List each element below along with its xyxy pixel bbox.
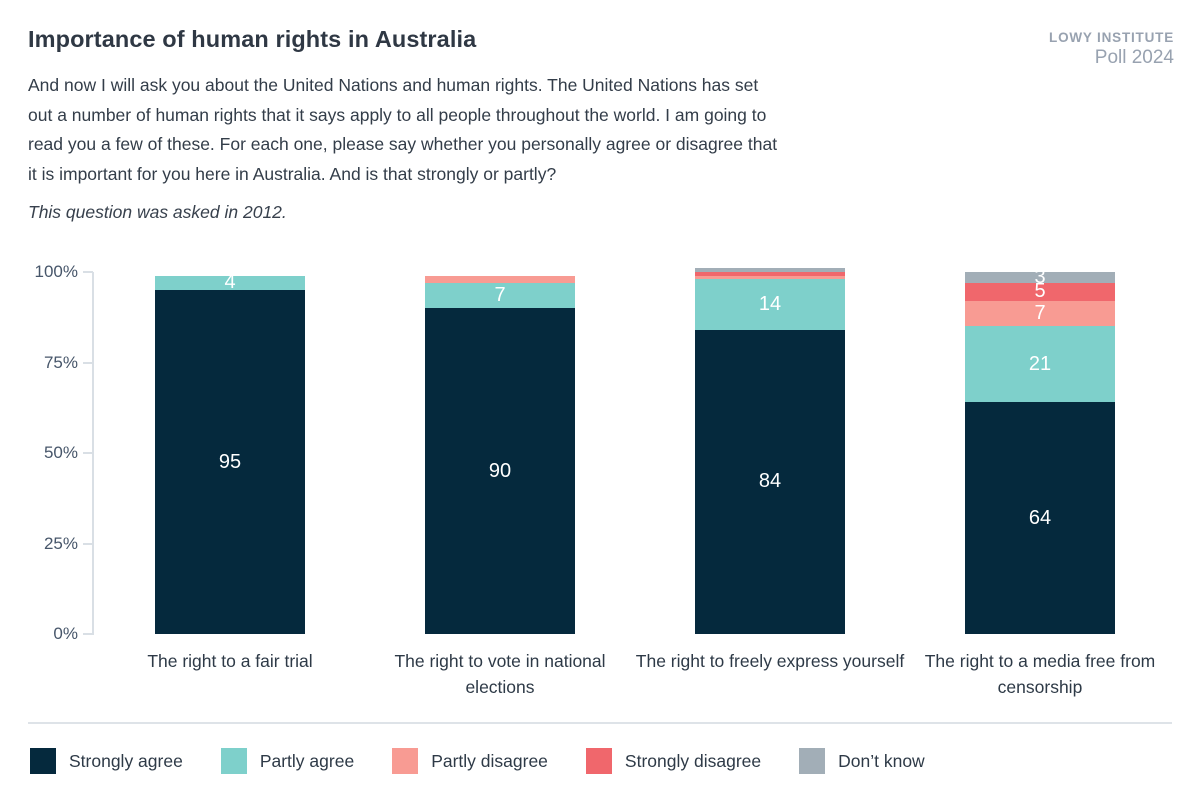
x-axis-label: The right to freely express yourself [635, 651, 905, 671]
bar-segment: 4 [155, 271, 305, 294]
y-axis-tick [83, 542, 93, 545]
legend-label: Partly agree [259, 750, 355, 771]
y-axis-tick [83, 633, 93, 635]
bar: 7 90 [425, 275, 575, 634]
y-axis-tick-label: 100% [34, 262, 78, 281]
bar-value-label: 7 [494, 284, 506, 306]
bar-value-label: 95 [218, 450, 242, 473]
logo-line-2: Poll 2024 [1094, 47, 1174, 68]
bar-segment: 64 [965, 402, 1115, 634]
legend-label: Strongly disagree [624, 750, 762, 771]
question-line: read you a few of these. For each one, p… [28, 134, 778, 154]
y-axis-tick [83, 452, 93, 454]
legend-swatch [220, 748, 247, 774]
x-axis-label: The right to vote in national elections [394, 651, 606, 697]
bar-segment [695, 268, 845, 272]
legend-item: Partly disagree [392, 748, 548, 774]
question-line: it is important for you here in Australi… [28, 163, 557, 184]
bar-value-label: 7 [1034, 302, 1046, 325]
legend-label: Partly disagree [431, 750, 548, 771]
bar: 4 95 [155, 271, 305, 634]
bar-value-label: 3 [1034, 265, 1046, 288]
y-axis-line [92, 272, 94, 635]
bar-segment: 95 [155, 290, 305, 634]
legend-item: Strongly agree [30, 748, 183, 774]
bar-segment: 7 [425, 282, 575, 309]
bar-segment: 84 [695, 329, 845, 634]
divider [28, 722, 1172, 724]
bar-value-label: 21 [1028, 352, 1052, 375]
legend-swatch [799, 748, 826, 774]
bar-segment: 21 [965, 326, 1115, 403]
legend-swatch [392, 748, 419, 774]
x-axis-label: The right to a fair trial [147, 651, 313, 671]
legend-item: Partly agree [220, 748, 355, 774]
bar-segment: 14 [695, 279, 845, 330]
bar-segment: 5 [965, 280, 1115, 303]
bar-segment [695, 275, 845, 280]
bar-segment [695, 271, 845, 276]
page-title: Importance of human rights in Australia [28, 26, 477, 52]
y-axis-tick [83, 361, 93, 364]
bar-value-label: 4 [224, 271, 236, 294]
y-axis-tick [83, 271, 93, 273]
bar-value-label: 90 [488, 459, 512, 482]
bar-value-label: 14 [758, 293, 782, 316]
question-text: And now I will ask you about the United … [28, 71, 948, 189]
bar-segment: 90 [425, 308, 575, 634]
question-line: And now I will ask you about the United … [28, 75, 759, 95]
x-axis-label: The right to a media free from censorshi… [924, 651, 1156, 697]
y-axis-tick-label: 25% [43, 533, 78, 553]
bar-value-label: 84 [758, 470, 782, 493]
bar: 3 5 7 21 64 [965, 265, 1115, 634]
bar-segment: 3 [965, 265, 1115, 288]
bar-value-label: 5 [1034, 280, 1046, 303]
lowy-institute-logo: LOWY INSTITUTE Poll 2024 [1049, 30, 1174, 69]
bar: 14 84 [695, 268, 845, 634]
legend-item: Strongly disagree [585, 748, 762, 774]
logo-line-1: LOWY INSTITUTE [1049, 30, 1174, 45]
legend-label: Strongly agree [69, 750, 183, 771]
y-axis-tick-label: 0% [53, 624, 78, 643]
legend-item: Don’t know [799, 748, 925, 774]
legend-label: Don’t know [838, 750, 925, 771]
legend-swatch [30, 748, 56, 774]
bar-segment [425, 275, 575, 283]
legend-swatch [585, 748, 612, 774]
question-note: This question was asked in 2012. [28, 202, 287, 222]
chart-legend: Strongly agree Partly agree Partly disagre… [30, 748, 925, 774]
question-line: out a number of human rights that it say… [28, 104, 767, 125]
bar-segment: 7 [965, 300, 1115, 327]
y-axis-tick-label: 50% [43, 443, 78, 462]
bar-value-label: 64 [1028, 506, 1052, 529]
y-axis-tick-label: 75% [43, 352, 78, 372]
